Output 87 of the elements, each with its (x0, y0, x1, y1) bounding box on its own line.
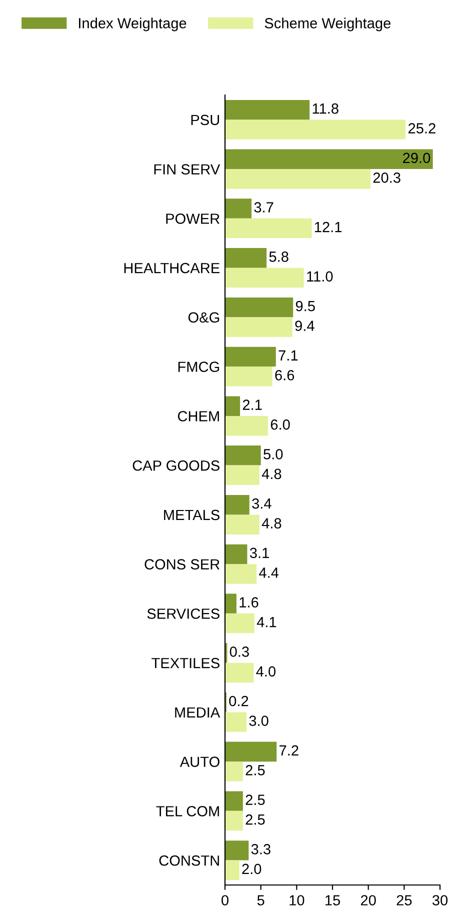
bar (225, 762, 243, 782)
data-label: 11.0 (307, 271, 333, 282)
data-label: 3.4 (252, 498, 272, 509)
bar (225, 613, 254, 634)
y-tick-label: TEL COM (156, 806, 219, 816)
data-label: 1.6 (240, 597, 258, 608)
data-label: 9.4 (295, 320, 314, 331)
data-label: 7.1 (278, 350, 298, 360)
y-tick-label: CAP GOODS (132, 460, 220, 471)
data-label: 2.0 (242, 864, 262, 874)
data-label: 4.8 (262, 518, 282, 528)
x-tick-label: 30 (432, 895, 448, 906)
data-label: 25.2 (408, 123, 436, 134)
legend-label: Index Weightage (79, 18, 186, 32)
y-tick-label: CHEM (178, 411, 219, 422)
bar (225, 218, 312, 238)
bar (225, 860, 240, 880)
bar (225, 198, 252, 218)
data-label: 29.0 (403, 152, 430, 164)
x-tick-label: 20 (360, 895, 376, 906)
bar (225, 742, 277, 762)
data-label: 2.1 (242, 400, 262, 410)
y-tick-label: SERVICES (147, 608, 220, 619)
x-tick-label: 15 (326, 895, 340, 906)
data-label: 20.3 (373, 172, 400, 183)
bar (225, 594, 236, 614)
bar (225, 297, 294, 318)
data-label: 3.1 (250, 548, 269, 558)
bar (225, 268, 304, 288)
data-label: 3.7 (254, 202, 274, 212)
data-label: 2.5 (246, 814, 265, 825)
y-tick-label: HEALTHCARE (124, 262, 220, 274)
y-tick-label: FMCG (178, 362, 220, 372)
bar (225, 120, 406, 140)
bar (225, 662, 254, 683)
bar (225, 149, 433, 170)
bar (225, 514, 260, 534)
legend-label: Scheme Weightage (264, 18, 391, 32)
bar (225, 840, 249, 860)
x-tick-label: 5 (257, 895, 264, 906)
bar (225, 396, 240, 416)
data-label: 5.0 (264, 449, 283, 460)
y-tick-label: METALS (164, 510, 220, 520)
data-label: 9.5 (296, 300, 315, 312)
data-label: 0.2 (229, 696, 248, 706)
data-label: 3.3 (251, 844, 270, 854)
data-label: 5.8 (269, 252, 288, 262)
data-label: 4.8 (262, 468, 282, 480)
bar (225, 169, 370, 189)
y-tick-label: AUTO (180, 756, 220, 767)
y-tick-label: POWER (166, 214, 220, 224)
bar (225, 346, 276, 367)
y-tick-label: MEDIA (175, 707, 220, 718)
data-label: 11.8 (312, 103, 338, 114)
data-label: 4.1 (256, 617, 276, 628)
bar (225, 465, 260, 486)
x-tick-label: 10 (290, 895, 304, 906)
data-label: 6.6 (275, 370, 294, 380)
data-label: 7.2 (279, 745, 298, 756)
bar (225, 100, 310, 120)
data-label: 12.1 (314, 222, 342, 232)
data-label: 4.0 (256, 666, 276, 677)
x-tick-label: 0 (222, 895, 228, 906)
bar (225, 810, 243, 831)
data-label: 6.0 (270, 419, 290, 430)
data-label: 4.4 (259, 568, 279, 578)
x-tick-label: 25 (396, 895, 412, 906)
data-label: 0.3 (230, 646, 249, 657)
y-tick-label: CONSTN (159, 855, 219, 866)
bar (225, 317, 292, 337)
y-tick-label: TEXTILES (152, 658, 220, 668)
bar (225, 712, 246, 732)
bar (225, 366, 272, 386)
bar (225, 248, 267, 268)
bar (225, 564, 257, 584)
bar (225, 446, 261, 466)
y-tick-label: O&G (188, 312, 220, 323)
y-tick-label: CONS SER (144, 559, 220, 570)
bar (225, 494, 250, 515)
data-label: 3.0 (249, 716, 268, 726)
bar (225, 544, 248, 564)
y-tick-label: PSU (191, 114, 220, 126)
y-tick-label: FIN SERV (154, 164, 220, 174)
bar (225, 791, 243, 811)
data-label: 2.5 (246, 794, 265, 805)
data-label: 2.5 (246, 765, 265, 776)
bar (225, 416, 268, 436)
